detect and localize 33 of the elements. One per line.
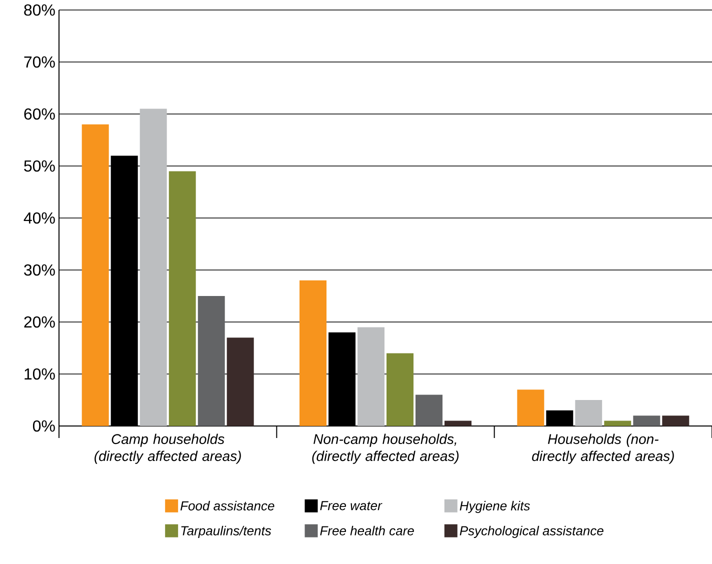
y-tick-label: 50% — [24, 160, 55, 172]
bar — [416, 394, 443, 426]
y-tick-label: 60% — [24, 108, 55, 120]
y-tick-label: 40% — [24, 212, 55, 224]
bar — [517, 390, 544, 426]
legend-label: Free health care — [320, 526, 414, 536]
y-tick-label: 30% — [24, 264, 55, 276]
legend-label: Psychological assistance — [460, 526, 604, 538]
bar — [140, 108, 167, 426]
bar — [226, 338, 254, 426]
x-tick-label: Camp households (directly affected areas) — [94, 434, 241, 464]
bar — [604, 420, 632, 426]
y-tick-label: 0% — [32, 420, 55, 432]
bar — [300, 280, 326, 426]
bar — [198, 296, 225, 426]
bar — [358, 327, 384, 426]
bar — [662, 416, 690, 426]
bar — [386, 353, 414, 426]
legend-label: Free water — [320, 501, 382, 510]
y-tick-label: 20% — [24, 316, 55, 328]
bar — [168, 171, 196, 426]
legend-label: Food assistance — [180, 500, 274, 510]
bar — [82, 124, 109, 426]
bar — [444, 420, 472, 426]
legend-label: Hygiene kits — [460, 500, 530, 514]
bar — [575, 400, 602, 426]
y-tick-label: 80% — [24, 4, 55, 16]
legend-label: Tarpaulins/tents — [181, 526, 272, 538]
x-tick-label: Non-camp households, (directly affected areas) — [312, 434, 459, 464]
y-tick-label: 70% — [24, 56, 55, 68]
x-tick-label: Households (non-directly affected areas) — [532, 434, 674, 464]
y-tick-label: 10% — [24, 368, 55, 380]
bar — [633, 416, 660, 426]
